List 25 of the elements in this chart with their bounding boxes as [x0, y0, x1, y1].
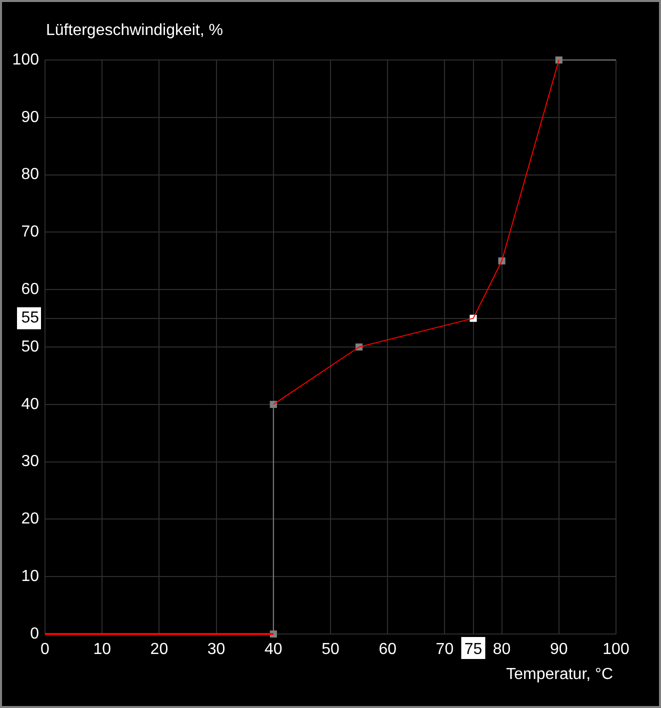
x-tick-label: 70	[436, 641, 454, 658]
y-axis-title: Lüftergeschwindigkeit, %	[46, 22, 223, 40]
x-tick-label: 60	[378, 641, 397, 658]
y-tick-label: 40	[21, 396, 40, 413]
x-axis-title: Temperatur, °C	[506, 666, 613, 684]
y-tick-label: 55	[21, 310, 40, 327]
y-tick-label: 90	[21, 108, 40, 126]
x-tick-label: 10	[93, 641, 112, 658]
x-tick-label: 90	[550, 641, 568, 658]
y-tick-label: 10	[21, 568, 40, 586]
y-tick-label: 100	[12, 51, 40, 68]
y-tick-label: 20	[21, 510, 40, 528]
x-tick-label: 80	[492, 641, 511, 658]
x-tick-label: 75	[464, 641, 482, 658]
y-tick-label: 60	[21, 281, 40, 298]
y-tick-label: 80	[21, 166, 40, 184]
y-tick-label: 30	[21, 453, 40, 470]
x-tick-label: 30	[207, 641, 226, 658]
y-tick-label: 50	[21, 338, 40, 356]
x-tick-label: 50	[322, 641, 340, 658]
x-tick-label: 40	[264, 641, 282, 658]
y-tick-label: 70	[21, 224, 40, 241]
x-tick-label: 100	[602, 641, 630, 658]
x-tick-label: 20	[150, 641, 168, 658]
y-tick-label: 0	[30, 625, 40, 642]
